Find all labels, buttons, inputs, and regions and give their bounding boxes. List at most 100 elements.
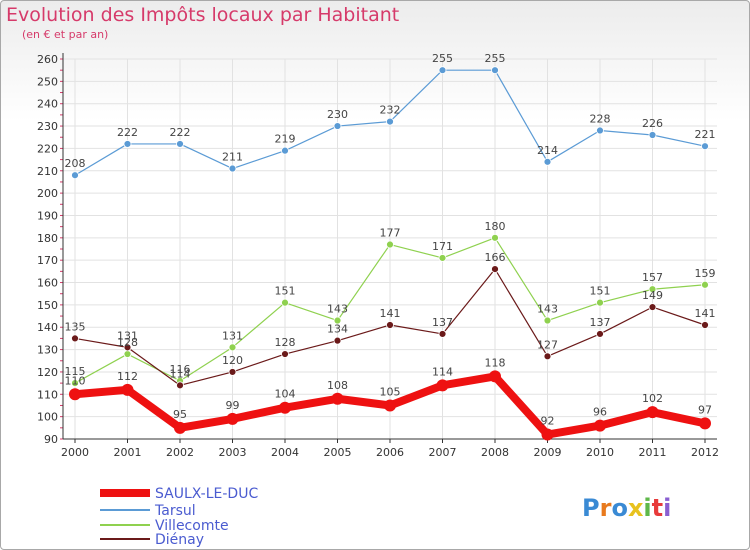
y-tick-label: 220	[37, 142, 58, 155]
y-tick-label: 230	[37, 120, 58, 133]
data-point	[226, 412, 239, 425]
data-point	[176, 140, 184, 148]
data-point	[491, 265, 499, 274]
data-point	[281, 350, 289, 358]
data-point	[491, 233, 499, 242]
data-label: 159	[695, 267, 716, 280]
data-label: 149	[642, 289, 663, 302]
x-tick-label: 2008	[481, 446, 509, 459]
data-point	[384, 399, 396, 412]
data-point	[491, 66, 499, 75]
data-point	[646, 406, 659, 419]
logo-letter: r	[600, 494, 612, 522]
data-point	[541, 428, 554, 441]
data-label: 131	[222, 329, 243, 342]
data-label: 115	[65, 365, 86, 378]
data-label: 116	[170, 363, 191, 376]
data-point	[123, 343, 132, 352]
data-point	[279, 401, 291, 414]
y-tick-label: 250	[37, 75, 58, 88]
data-label: 230	[327, 108, 348, 121]
data-label: 135	[65, 320, 86, 333]
logo-letter: P	[582, 494, 600, 522]
y-tick-label: 210	[37, 165, 58, 178]
y-tick-label: 190	[37, 209, 58, 222]
data-label: 95	[173, 408, 187, 421]
y-tick-label: 180	[37, 232, 58, 245]
data-point	[123, 140, 132, 148]
data-label: 180	[485, 220, 506, 233]
y-tick-label: 170	[37, 254, 58, 267]
data-label: 114	[432, 365, 453, 378]
data-point	[648, 131, 657, 139]
data-point	[386, 321, 394, 329]
data-point	[438, 330, 447, 338]
y-tick-label: 120	[37, 366, 58, 379]
data-point	[596, 126, 604, 135]
data-label: 151	[590, 285, 611, 298]
x-tick-label: 2001	[114, 446, 142, 459]
data-point	[543, 316, 552, 325]
data-label: 128	[275, 336, 296, 349]
data-label: 222	[117, 126, 138, 139]
data-point	[228, 164, 237, 173]
x-tick-label: 2003	[219, 446, 247, 459]
data-point	[438, 66, 447, 75]
data-point	[386, 240, 394, 249]
logo-letter: o	[611, 494, 628, 522]
data-label: 118	[485, 356, 506, 369]
logo-letter: i	[663, 494, 671, 522]
data-point	[436, 379, 449, 392]
data-label: 127	[537, 338, 558, 351]
data-label: 208	[65, 157, 86, 170]
y-tick-label: 200	[37, 187, 58, 200]
data-label: 226	[642, 117, 663, 130]
data-label: 97	[698, 403, 712, 416]
data-point	[333, 316, 342, 325]
data-label: 105	[380, 385, 401, 398]
data-point	[174, 421, 186, 434]
proxiti-logo: Proxiti	[582, 494, 671, 522]
y-tick-label: 90	[44, 433, 58, 446]
data-label: 131	[117, 329, 138, 342]
data-point	[648, 285, 657, 294]
data-label: 114	[170, 367, 191, 380]
legend-label: Diénay	[155, 532, 204, 548]
data-label: 141	[380, 307, 401, 320]
data-label: 96	[593, 406, 607, 419]
logo-letter: t	[652, 494, 663, 522]
data-point	[543, 352, 552, 361]
data-point	[543, 157, 552, 166]
data-point	[333, 336, 342, 345]
data-label: 166	[485, 251, 506, 264]
x-tick-label: 2006	[376, 446, 404, 459]
legend-label: SAULX-LE-DUC	[155, 486, 258, 502]
data-point	[489, 370, 501, 383]
data-label: 157	[642, 271, 663, 284]
x-tick-label: 2009	[534, 446, 562, 459]
data-point	[281, 298, 289, 307]
data-label: 108	[327, 379, 348, 392]
chart-title: Evolution des Impôts locaux par Habitant	[6, 4, 400, 26]
data-label: 255	[485, 52, 506, 65]
y-tick-label: 150	[37, 299, 58, 312]
data-point	[648, 303, 657, 312]
data-label: 120	[222, 354, 243, 367]
data-point	[69, 388, 81, 401]
data-label: 228	[590, 113, 611, 126]
data-label: 151	[275, 285, 296, 298]
x-tick-label: 2012	[691, 446, 719, 459]
logo-letter: i	[643, 494, 651, 522]
data-label: 134	[327, 323, 348, 336]
x-tick-label: 2005	[324, 446, 352, 459]
data-label: 137	[432, 316, 453, 329]
x-tick-label: 2010	[586, 446, 614, 459]
y-tick-label: 160	[37, 277, 58, 290]
x-tick-label: 2002	[166, 446, 194, 459]
data-label: 214	[537, 144, 558, 157]
x-tick-label: 2011	[639, 446, 667, 459]
data-label: 143	[327, 303, 348, 316]
data-label: 104	[275, 388, 296, 401]
